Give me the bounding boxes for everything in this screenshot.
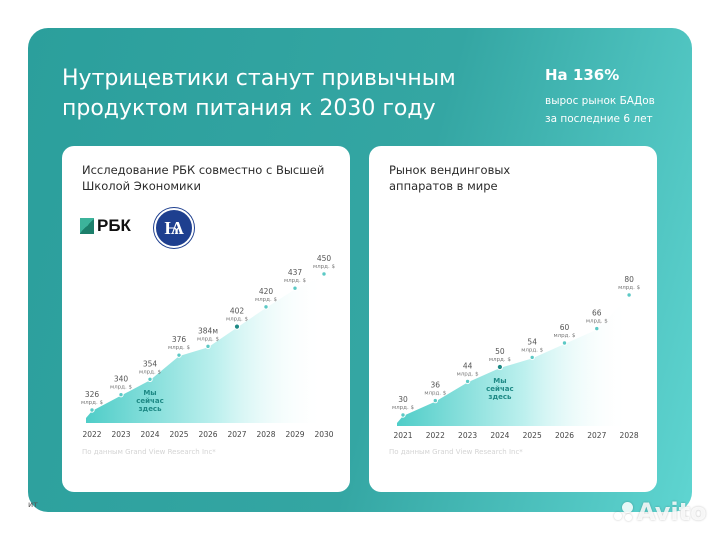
x-tick-label: 2022	[82, 430, 101, 439]
annotation-label: Мы	[493, 377, 506, 385]
avito-logo-icon	[614, 502, 634, 522]
unit-label: млрд. $	[489, 357, 511, 363]
data-point	[626, 292, 632, 298]
value-label: 50	[495, 347, 505, 356]
area-fill	[86, 274, 324, 423]
x-tick-label: 2027	[227, 430, 246, 439]
value-label: 66	[592, 309, 602, 318]
source-note: По данным Grand View Research Inc*	[389, 448, 523, 456]
x-tick-label: 2026	[198, 430, 217, 439]
value-label: 340	[114, 375, 129, 384]
unit-label: млрд. $	[110, 385, 132, 391]
x-tick-label: 2021	[393, 431, 412, 440]
x-tick-label: 2027	[587, 431, 606, 440]
stat-block: На 136% вырос рынок БАДов за последние 6…	[545, 66, 665, 128]
value-label: 420	[259, 287, 274, 296]
annotation-label: сейчас	[136, 397, 163, 405]
value-label: 437	[288, 268, 303, 277]
value-label: 402	[230, 307, 245, 316]
value-label: 36	[431, 381, 441, 390]
annotation-label: сейчас	[486, 385, 513, 393]
data-point	[321, 271, 327, 277]
stat-value: На 136%	[545, 66, 620, 84]
unit-label: млрд. $	[139, 369, 161, 375]
data-point	[233, 323, 241, 330]
data-point	[529, 354, 535, 361]
unit-label: млрд. $	[457, 371, 479, 377]
stat-text: вырос рынок БАДов за последние 6 лет	[545, 95, 655, 125]
unit-label: млрд. $	[197, 336, 219, 342]
unit-label: млрд. $	[255, 297, 277, 303]
avito-watermark: Avito	[614, 498, 707, 526]
value-label: 80	[624, 275, 634, 284]
footer-text: ит	[28, 500, 38, 509]
unit-label: млрд. $	[81, 400, 103, 406]
data-point	[263, 304, 269, 310]
unit-label: млрд. $	[586, 319, 608, 325]
value-label: 30	[398, 395, 408, 404]
x-tick-label: 2028	[620, 431, 639, 440]
x-tick-label: 2023	[458, 431, 477, 440]
value-label: 450	[317, 254, 332, 263]
data-point	[561, 340, 568, 346]
data-point	[292, 285, 298, 291]
x-tick-label: 2023	[111, 430, 130, 439]
value-label: 54	[527, 337, 537, 346]
value-label: 376	[172, 335, 187, 344]
data-point	[176, 352, 182, 358]
data-point	[464, 378, 471, 385]
unit-label: млрд. $	[554, 333, 576, 339]
hse-logo-icon: Ѩ	[154, 208, 194, 248]
source-note: По данным Grand View Research Inc*	[82, 448, 216, 456]
rbk-logo-text: РБК	[97, 216, 131, 235]
unit-label: млрд. $	[168, 345, 190, 351]
unit-label: млрд. $	[424, 391, 446, 397]
data-point	[89, 407, 95, 413]
x-tick-label: 2022	[426, 431, 445, 440]
x-tick-label: 2024	[490, 431, 509, 440]
data-point	[118, 391, 124, 398]
data-point	[594, 325, 600, 332]
rbk-logo: РБК	[80, 216, 131, 236]
data-point	[432, 397, 438, 404]
data-point	[147, 376, 153, 382]
rbk-mark-icon	[80, 218, 94, 234]
annotation-label: здесь	[138, 405, 162, 413]
data-point	[205, 343, 211, 350]
x-tick-label: 2025	[523, 431, 542, 440]
value-label: 326	[85, 390, 100, 399]
avito-logo-text: Avito	[637, 498, 707, 526]
value-label: 44	[463, 361, 473, 370]
unit-label: млрд. $	[226, 317, 248, 323]
data-point	[400, 412, 406, 418]
unit-label: млрд. $	[618, 285, 640, 291]
unit-label: млрд. $	[521, 347, 543, 353]
area-fill	[397, 296, 630, 426]
x-tick-label: 2025	[169, 430, 188, 439]
page-title: Нутрицевтики станут привычным продуктом …	[62, 66, 456, 121]
value-label: 60	[560, 323, 570, 332]
unit-label: млрд. $	[392, 405, 414, 411]
value-label: 384м	[198, 326, 218, 335]
data-point	[496, 363, 503, 371]
value-label: 354	[143, 359, 158, 368]
x-tick-label: 2024	[140, 430, 159, 439]
x-tick-label: 2030	[314, 430, 333, 439]
unit-label: млрд. $	[284, 278, 306, 284]
annotation-label: Мы	[143, 389, 156, 397]
annotation-label: здесь	[488, 393, 512, 401]
unit-label: млрд. $	[313, 264, 335, 270]
x-tick-label: 2026	[555, 431, 574, 440]
x-tick-label: 2028	[256, 430, 275, 439]
x-tick-label: 2029	[285, 430, 304, 439]
card-title: Исследование РБК совместно с Высшей Школ…	[82, 163, 325, 193]
card-title: Рынок вендинговых аппаратов в мире	[389, 163, 511, 193]
